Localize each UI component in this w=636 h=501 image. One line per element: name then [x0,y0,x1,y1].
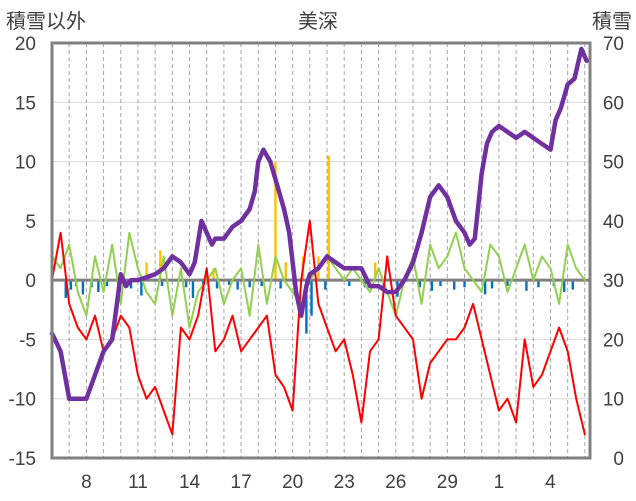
left-tick-label: -5 [19,330,36,351]
precip-bar [506,280,509,287]
right-tick-label: 0 [613,449,624,470]
right-tick-label: 50 [603,153,624,174]
right-tick-label: 40 [603,212,624,233]
snowfall-bar [284,262,287,281]
snowfall-bar [212,268,215,281]
precip-bar [129,280,133,289]
precip-bar [305,280,308,334]
precip-bar [227,280,231,285]
grid [52,42,590,459]
plot-frame [50,41,592,460]
x-tick-label: 14 [179,472,201,493]
precip-bar [439,280,442,287]
snowfall-bar [327,155,330,281]
precip-bar [69,280,73,290]
left-tick-label: -15 [9,449,36,470]
precip-bar [537,280,540,288]
chart-title: 美深 [298,9,338,33]
precip-bar [215,280,219,289]
precip-bar [324,280,327,290]
right-axis-label: 積雪 [592,9,632,33]
snowfall-bar [145,262,148,281]
x-tick-label: 29 [437,472,458,493]
precip-bar [184,280,188,288]
right-tick-label: 60 [603,93,624,114]
precip-bar [64,280,67,298]
right-tick-label: 70 [603,34,624,55]
precip-bar [483,280,487,295]
precip-bar [140,280,143,296]
precip-bar [348,280,351,287]
right-tick-label: 10 [603,390,624,411]
precip-bar [310,280,313,316]
precip-bar [571,280,575,290]
precip-bar [525,280,528,291]
precip-bar [430,280,434,291]
precip-bar [160,280,164,287]
precip-bar [97,280,100,292]
line-series [49,46,590,436]
left-tick-label: -10 [9,390,36,411]
precip-bar [418,280,422,288]
precip-bar [191,280,195,298]
left-tick-label: 15 [15,93,36,114]
snowfall-bar [159,250,162,281]
precip-bar [563,280,566,292]
left-tick-label: 20 [15,34,36,55]
x-tick-label: 11 [128,472,148,493]
left-tick-label: 0 [25,271,36,292]
left-tick-label: 10 [15,153,36,174]
precip-bar [260,280,263,287]
x-tick-label: 8 [81,472,92,493]
right-tick-label: 20 [603,330,624,351]
x-tick-label: 1 [494,472,505,493]
x-tick-label: 4 [545,472,556,493]
temperature-line [51,219,586,436]
precip-bar [81,280,85,295]
left-tick-label: 5 [25,212,36,233]
precip-bar [453,280,456,290]
snow_depth-line [49,46,589,401]
x-tick-label: 23 [334,472,355,493]
snowfall-bar [373,262,377,281]
x-tick-label: 17 [231,472,252,493]
plot-border [50,41,592,460]
precip-bar [490,280,494,289]
precip-bar [105,280,109,287]
precip-bar [279,280,282,289]
snowfall-bar [274,161,277,281]
right-tick-label: 30 [603,271,624,292]
precip-bar [463,280,466,288]
x-tick-label: 20 [282,472,303,493]
precip-bar [236,280,239,290]
left-axis-label: 積雪以外 [6,9,86,33]
x-tick-label: 26 [385,472,406,493]
precip-bar [248,280,251,288]
